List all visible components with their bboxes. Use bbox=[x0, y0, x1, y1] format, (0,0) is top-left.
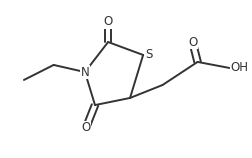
Text: N: N bbox=[81, 66, 89, 79]
Text: O: O bbox=[81, 122, 90, 134]
Text: S: S bbox=[146, 49, 153, 61]
Text: O: O bbox=[104, 15, 113, 28]
Text: O: O bbox=[188, 36, 197, 49]
Text: OH: OH bbox=[231, 61, 248, 74]
